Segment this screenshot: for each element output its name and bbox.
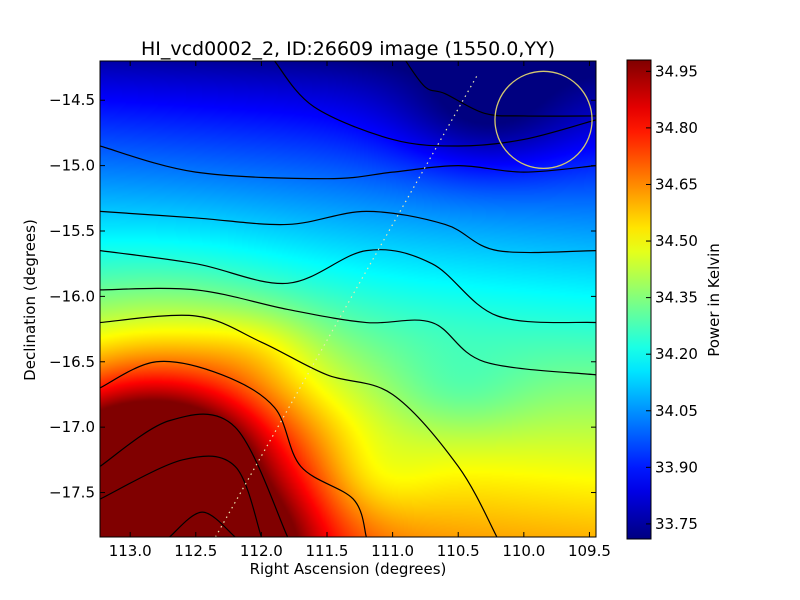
chart-title: HI_vcd0002_2, ID:26609 image (1550.0,YY) <box>141 38 555 60</box>
beam-circle <box>494 70 593 170</box>
colorbar-tick-label: 34.20 <box>655 345 698 363</box>
x-tick-label: 111.5 <box>306 542 349 560</box>
colorbar-tick-label: 34.50 <box>655 232 698 250</box>
colorbar-tick-label: 34.05 <box>655 402 698 420</box>
colorbar-tick-label: 33.75 <box>655 515 698 533</box>
colorbar-tick-label: 33.90 <box>655 458 698 476</box>
colorbar-tick-label: 34.80 <box>655 119 698 137</box>
colorbar <box>626 59 652 540</box>
x-tick-label: 113.0 <box>109 542 152 560</box>
contour-line-0 <box>274 61 596 147</box>
overlays <box>214 70 593 537</box>
contour-line-8 <box>100 413 289 537</box>
y-axis-ticks: −14.5 −15.0 −15.5 −16.0 −16.5 −17.0 −17.5 <box>49 91 596 502</box>
y-tick-label: −17.0 <box>49 418 95 436</box>
y-tick-label: −17.5 <box>49 484 95 502</box>
x-tick-label: 111.0 <box>371 542 414 560</box>
contour-line-1 <box>405 61 596 117</box>
y-tick-label: −16.0 <box>49 287 95 305</box>
colorbar-label: Power in Kelvin <box>705 243 723 357</box>
x-tick-label: 109.5 <box>568 542 611 560</box>
x-axis-label: Right Ascension (degrees) <box>250 560 447 578</box>
x-tick-label: 110.5 <box>437 542 480 560</box>
contour-line-6 <box>100 314 498 537</box>
x-tick-label: 112.5 <box>174 542 217 560</box>
y-axis-label: Declination (degrees) <box>21 219 39 381</box>
contour-line-4 <box>100 249 596 324</box>
heatmap-image <box>100 61 596 537</box>
plot-frame <box>99 60 597 538</box>
colorbar-tick-label: 34.35 <box>655 289 698 307</box>
contour-line-9 <box>100 455 262 537</box>
dotted-trace-line <box>214 73 479 537</box>
y-tick-label: −16.5 <box>49 353 95 371</box>
y-tick-label: −15.5 <box>49 222 95 240</box>
x-axis-ticks: 113.0 112.5 112.0 111.5 111.0 110.5 110.0 109.5 <box>109 61 611 560</box>
contour-line-7 <box>100 360 367 537</box>
contour-lines <box>100 61 596 537</box>
contour-line-10 <box>169 511 236 537</box>
contour-line-3 <box>100 210 596 254</box>
x-tick-label: 110.0 <box>502 542 545 560</box>
colorbar-ticks: 33.75 33.90 34.05 34.20 34.35 34.50 34.65 34.80… <box>646 62 698 533</box>
colorbar-tick-label: 34.65 <box>655 175 698 193</box>
contour-line-5 <box>100 287 596 376</box>
y-tick-label: −14.5 <box>49 91 95 109</box>
y-tick-label: −15.0 <box>49 157 95 175</box>
contour-line-2 <box>100 145 596 180</box>
x-tick-label: 112.0 <box>240 542 283 560</box>
colorbar-tick-label: 34.95 <box>655 62 698 80</box>
